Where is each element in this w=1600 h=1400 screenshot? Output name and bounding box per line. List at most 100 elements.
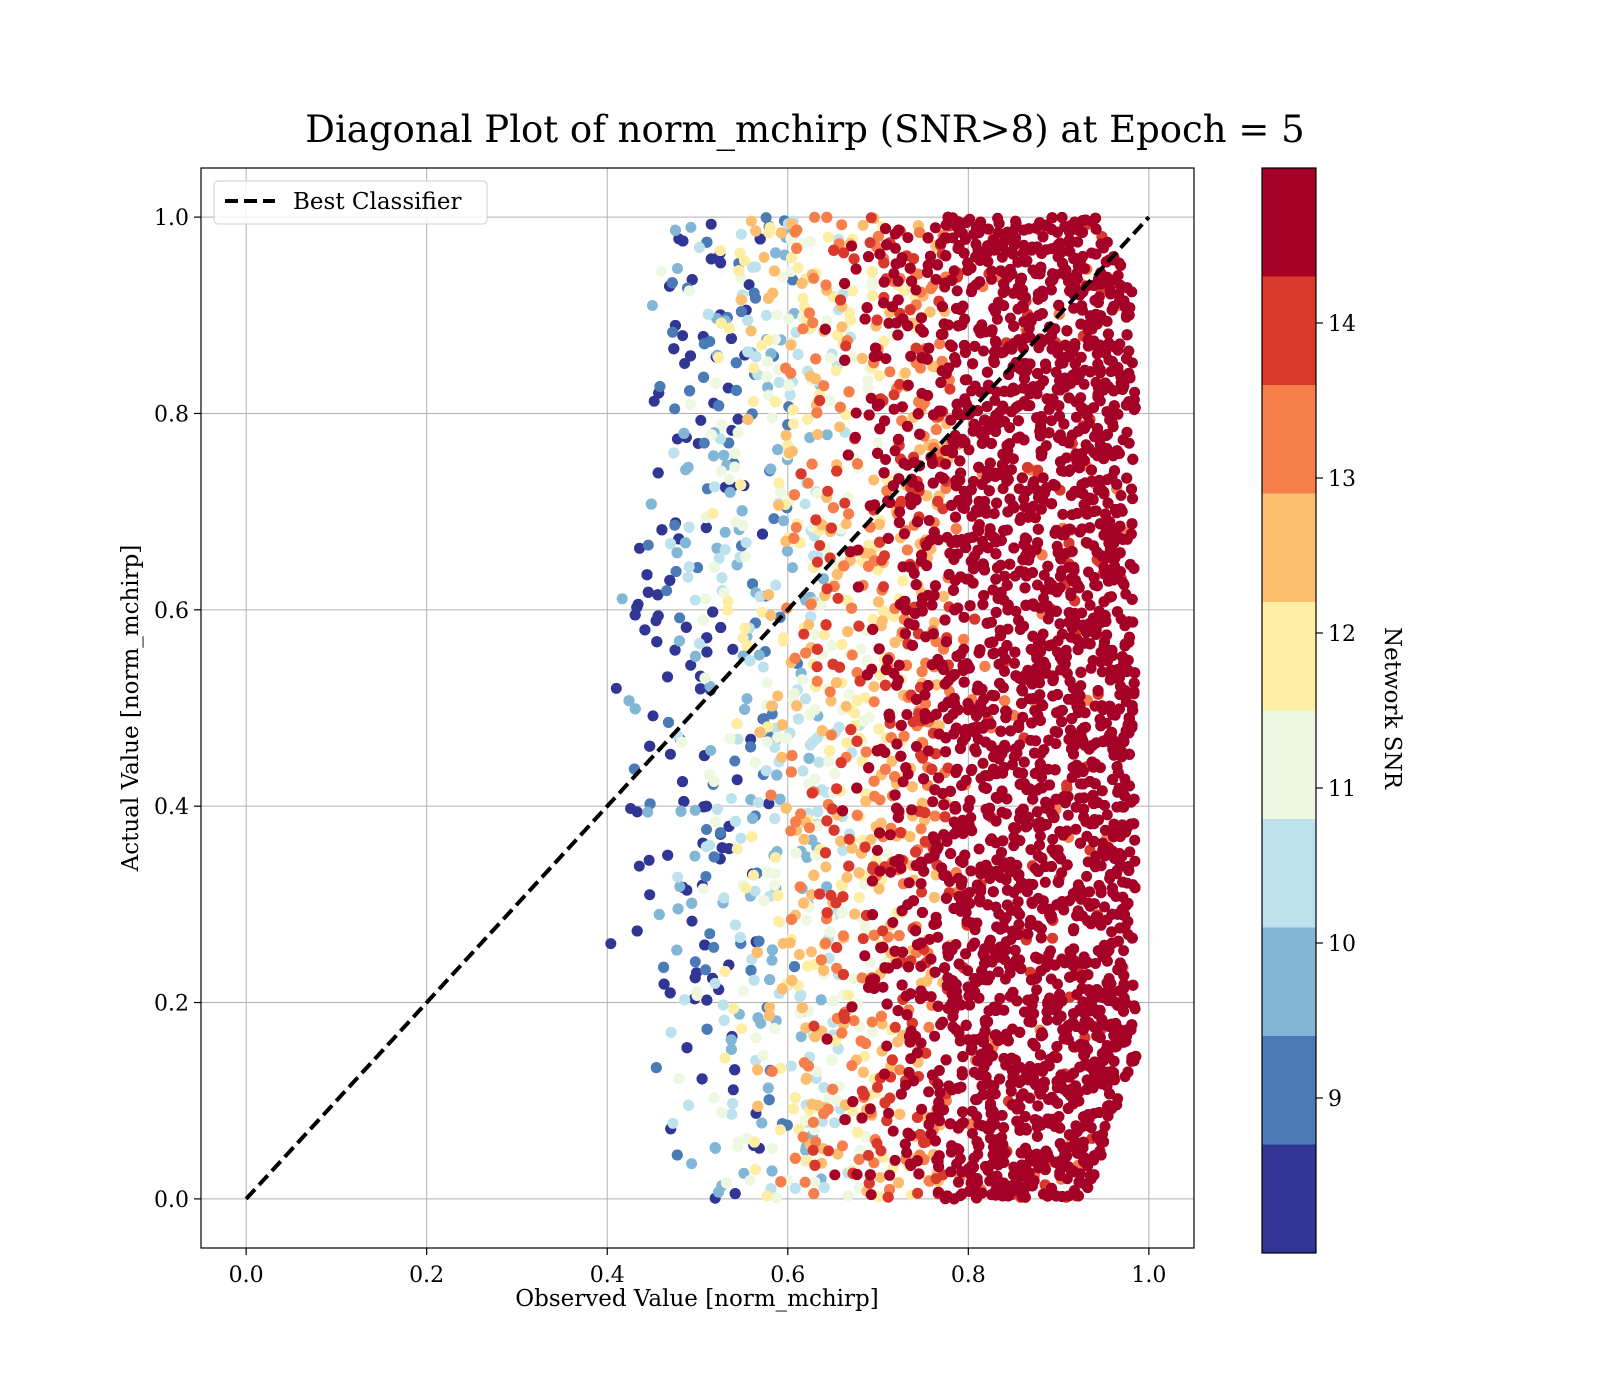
scatter-point xyxy=(723,322,735,334)
scatter-point xyxy=(758,895,770,907)
scatter-point xyxy=(750,351,762,363)
scatter-point xyxy=(834,421,846,433)
scatter-point xyxy=(690,650,701,662)
scatter-point xyxy=(809,211,820,223)
scatter-point xyxy=(1012,415,1024,427)
scatter-point xyxy=(768,513,780,525)
scatter-point xyxy=(822,1103,834,1115)
scatter-point xyxy=(862,382,874,394)
scatter-point xyxy=(696,1073,708,1085)
scatter-point xyxy=(789,1152,801,1164)
scatter-point xyxy=(715,622,727,633)
scatter-point xyxy=(682,571,694,583)
scatter-point xyxy=(821,881,833,893)
scatter-point xyxy=(730,357,742,369)
scatter-point xyxy=(732,1136,744,1148)
scatter-point xyxy=(691,986,703,998)
scatter-point xyxy=(800,693,812,705)
scatter-point xyxy=(700,800,712,812)
scatter-point xyxy=(729,447,741,459)
scatter-point xyxy=(764,1001,775,1013)
scatter-point xyxy=(727,643,739,655)
scatter-point xyxy=(878,581,889,593)
scatter-point xyxy=(814,540,826,551)
scatter-point xyxy=(932,495,944,507)
scatter-point xyxy=(859,921,871,933)
scatter-point xyxy=(798,628,810,640)
scatter-point xyxy=(800,1073,812,1085)
scatter-point xyxy=(790,847,802,859)
scatter-point xyxy=(723,473,735,485)
scatter-point xyxy=(746,831,758,843)
scatter-point xyxy=(811,675,823,687)
scatter-point xyxy=(768,1022,780,1034)
scatter-point xyxy=(731,774,743,786)
scatter-point xyxy=(644,740,656,752)
scatter-point xyxy=(777,271,789,283)
scatter-point xyxy=(845,724,857,736)
scatter-point xyxy=(748,362,760,374)
scatter-point xyxy=(785,367,797,379)
scatter-point xyxy=(904,262,916,274)
scatter-point xyxy=(846,1060,858,1072)
scatter-point xyxy=(719,1052,731,1064)
scatter-point xyxy=(827,502,839,514)
scatter-point xyxy=(671,944,683,956)
scatter-point xyxy=(718,892,730,904)
scatter-point xyxy=(685,659,697,671)
scatter-point xyxy=(715,465,727,477)
scatter-point xyxy=(765,463,777,475)
scatter-point xyxy=(929,810,941,822)
scatter-point xyxy=(745,741,757,753)
scatter-point xyxy=(807,1116,819,1128)
scatter-point xyxy=(701,646,713,658)
scatter-point xyxy=(804,236,816,248)
scatter-point xyxy=(705,253,717,265)
scatter-point xyxy=(794,991,806,1003)
scatter-point xyxy=(668,343,680,355)
scatter-point xyxy=(822,231,834,243)
scatter-point xyxy=(821,211,833,223)
scatter-point xyxy=(760,309,772,321)
scatter-point xyxy=(731,843,743,855)
scatter-point xyxy=(766,1142,778,1154)
scatter-point xyxy=(762,334,774,346)
scatter-point xyxy=(840,518,852,530)
scatter-point xyxy=(736,505,748,517)
scatter-point xyxy=(794,881,806,893)
scatter-point xyxy=(725,333,737,344)
scatter-point xyxy=(836,1027,848,1039)
scatter-point xyxy=(735,228,747,240)
scatter-point xyxy=(908,253,919,265)
scatter-point xyxy=(788,1103,800,1115)
scatter-point xyxy=(729,755,741,767)
scatter-point xyxy=(680,621,692,633)
scatter-point xyxy=(667,326,679,338)
scatter-point xyxy=(981,617,993,629)
scatter-point xyxy=(999,695,1011,707)
scatter-point xyxy=(799,1176,811,1188)
scatter-point xyxy=(875,1010,887,1022)
scatter-point xyxy=(766,1065,778,1077)
scatter-point xyxy=(795,1031,807,1043)
scatter-point xyxy=(652,467,664,479)
scatter-point xyxy=(811,1066,823,1078)
scatter-point xyxy=(814,395,826,406)
scatter-point xyxy=(689,972,701,984)
scatter-point xyxy=(707,507,719,519)
scatter-point xyxy=(802,477,814,489)
scatter-point xyxy=(800,914,812,926)
scatter-point xyxy=(806,834,818,846)
scatter-point xyxy=(727,1098,739,1109)
scatter-point xyxy=(824,395,836,406)
scatter-point xyxy=(763,1094,775,1106)
scatter-point xyxy=(789,652,801,664)
scatter-point xyxy=(725,1034,737,1046)
scatter-point xyxy=(873,723,885,735)
scatter-point xyxy=(732,413,744,425)
scatter-point xyxy=(812,429,824,440)
scatter-point xyxy=(745,733,757,745)
scatter-point xyxy=(711,803,723,815)
scatter-point xyxy=(824,686,836,698)
